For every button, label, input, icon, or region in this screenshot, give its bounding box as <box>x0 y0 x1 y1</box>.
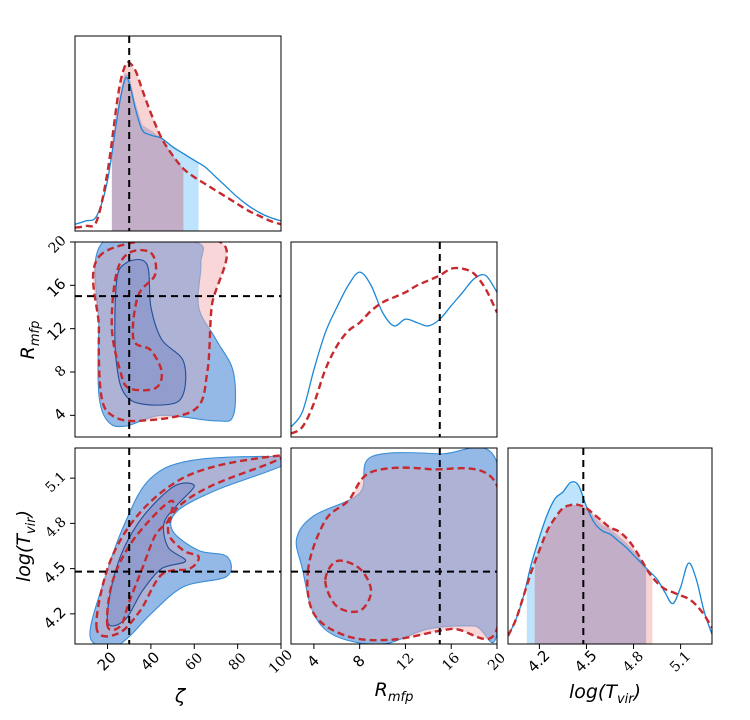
x-tick-label-R_mfp: 4 <box>303 652 322 671</box>
y-axis-label-log-T-vir: log(Tvir) <box>13 510 39 582</box>
panel-frame-0-1 <box>74 241 282 438</box>
x-axis-label-zeta-main: ζ <box>174 685 187 707</box>
y-tick-label-R_mfp: 4 <box>50 405 69 424</box>
x-tick-label-log_T_vir: 4.8 <box>620 648 647 675</box>
x-tick-label-zeta: 60 <box>182 650 206 674</box>
contour-red-inner-line <box>324 559 373 614</box>
x-tick-label-R_mfp: 20 <box>485 650 509 674</box>
x-axis-label-R-mfp-main: R <box>375 679 388 701</box>
y-axis-label-R-mfp-sub: mfp <box>28 321 43 347</box>
contour-red-inner-line <box>110 248 164 392</box>
panel-frame-1-2 <box>290 447 498 645</box>
x-tick-label-R_mfp: 12 <box>393 650 417 674</box>
x-tick-label-zeta: 80 <box>226 650 250 674</box>
x-tick-label-log_T_vir: 4.5 <box>571 646 601 676</box>
marginal-blue-line <box>291 271 497 428</box>
contour-blue-inner <box>106 482 195 627</box>
x-axis-label-zeta: ζ <box>174 685 187 707</box>
contour-blue-red-overlap <box>296 448 497 644</box>
contour-panel-zeta_log_T_vir <box>75 448 281 644</box>
marginal-blue-line <box>75 76 281 225</box>
contour-red-outer-line <box>95 454 281 638</box>
x-axis-label-log-T-vir-sub: vir <box>617 692 635 707</box>
y-tick-label-R_mfp: 20 <box>46 233 70 257</box>
y-tick-label-log_T_vir: 5.1 <box>43 469 70 496</box>
y-axis-label-R-mfp-main: R <box>17 346 39 359</box>
y-tick-label-log_T_vir: 4.2 <box>40 603 70 633</box>
x-axis-label-R-mfp-sub: mfp <box>388 690 414 705</box>
x-tick-label-zeta: 40 <box>137 648 163 674</box>
marginal-overlap-band <box>534 505 647 644</box>
marginal-R_mfp <box>291 242 497 437</box>
contour-red-inner-line <box>105 499 175 632</box>
contour-panel-zeta_R_mfp <box>75 242 281 437</box>
panel-frame-0-0 <box>74 35 282 232</box>
y-axis-label-log-T-vir-main: log(T <box>13 533 35 582</box>
panel-frame-0-2 <box>74 447 282 645</box>
x-axis-label-log-T-vir: log(Tvir) <box>569 681 641 707</box>
panel-frame-2-2 <box>507 447 713 645</box>
x-tick-label-log_T_vir: 5.1 <box>667 648 694 675</box>
contour-red-outer-line <box>306 466 497 642</box>
y-axis-label-log-T-vir-close: ) <box>13 510 35 519</box>
y-axis-label-R-mfp: Rmfp <box>17 321 43 360</box>
x-tick-label-zeta: 20 <box>94 648 120 674</box>
panel-frame-1-1 <box>290 241 498 438</box>
contour-red-outer-line <box>91 242 229 423</box>
x-axis-label-log-T-vir-main: log(T <box>569 681 618 703</box>
y-tick-label-R_mfp: 8 <box>52 363 70 381</box>
y-tick-label-log_T_vir: 4.8 <box>43 514 70 541</box>
y-tick-label-log_T_vir: 4.5 <box>40 558 70 588</box>
y-axis-label-log-T-vir-sub: vir <box>24 516 39 534</box>
marginal-red-line <box>75 60 281 229</box>
marginal-zeta <box>75 36 281 231</box>
x-tick-label-R_mfp: 16 <box>439 650 463 674</box>
marginal-log_T_vir <box>508 448 712 644</box>
x-tick-label-zeta: 100 <box>266 647 296 677</box>
x-axis-label-log-T-vir-close: ) <box>632 681 641 703</box>
x-tick-label-R_mfp: 8 <box>349 652 368 671</box>
y-tick-label-R_mfp: 16 <box>43 275 69 301</box>
marginal-red-line <box>291 266 497 435</box>
marginal-blue-line <box>508 481 712 637</box>
contour-panel-R_mfp_log_T_vir <box>291 448 497 644</box>
x-axis-label-R-mfp: Rmfp <box>375 679 414 705</box>
contour-blue-inner <box>114 258 187 406</box>
x-tick-label-log_T_vir: 4.2 <box>524 646 554 676</box>
y-tick-label-R_mfp: 12 <box>43 318 69 344</box>
